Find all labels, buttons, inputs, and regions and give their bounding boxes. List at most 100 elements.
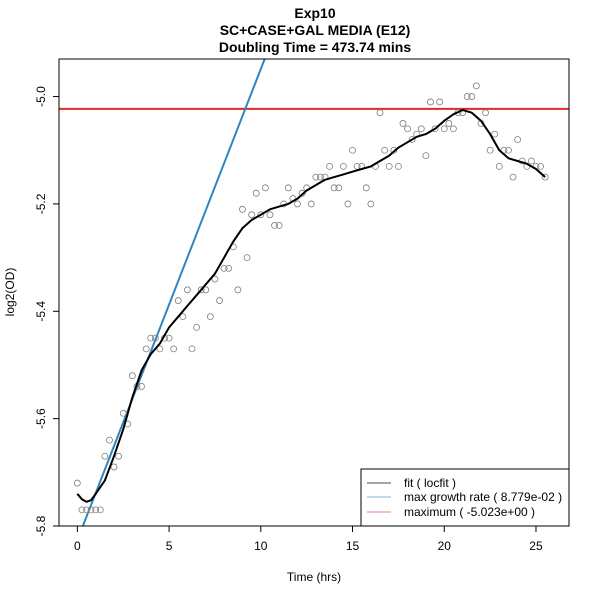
data-point xyxy=(225,264,233,272)
data-point xyxy=(404,125,411,133)
data-point xyxy=(431,125,439,133)
data-point xyxy=(165,334,173,342)
data-point xyxy=(147,334,155,342)
data-point xyxy=(422,152,430,160)
data-point xyxy=(367,200,375,208)
data-point xyxy=(408,136,416,143)
fit-curve xyxy=(76,109,546,503)
x-tick-label: 25 xyxy=(529,539,543,553)
data-point xyxy=(234,286,242,294)
data-point xyxy=(101,452,109,460)
data-point xyxy=(463,93,471,100)
data-point xyxy=(96,506,104,514)
y-axis: -5.8 -5.6 -5.4 -5.2 -5.0 xyxy=(34,86,59,536)
data-point xyxy=(427,98,434,106)
data-point xyxy=(417,125,425,133)
data-point xyxy=(317,173,324,181)
data-point xyxy=(394,162,402,170)
x-tick-label: 10 xyxy=(254,539,268,553)
data-point xyxy=(514,136,522,143)
y-axis-label: log2(OD) xyxy=(3,268,17,317)
data-point xyxy=(110,463,118,471)
data-point xyxy=(188,345,196,353)
x-axis-label: Time (hrs) xyxy=(287,570,341,584)
data-point xyxy=(312,173,320,181)
chart-subtitle: SC+CASE+GAL MEDIA (E12) xyxy=(220,22,411,38)
x-tick-label: 15 xyxy=(346,539,360,553)
data-point xyxy=(541,173,549,181)
data-point xyxy=(243,254,251,262)
data-point xyxy=(339,162,347,170)
data-point xyxy=(266,211,274,219)
y-tick-label: -5.8 xyxy=(34,515,48,536)
y-tick-label: -5.0 xyxy=(34,86,48,107)
legend-box xyxy=(360,468,570,527)
y-tick-label: -5.6 xyxy=(34,408,48,429)
data-point xyxy=(211,275,219,283)
data-point xyxy=(491,130,499,138)
data-point xyxy=(294,200,301,208)
data-point xyxy=(119,409,127,417)
data-point xyxy=(330,184,338,192)
data-point xyxy=(468,93,476,100)
x-tick-label: 20 xyxy=(438,539,452,553)
data-point xyxy=(197,286,205,294)
data-point xyxy=(505,146,512,154)
data-point xyxy=(87,506,95,514)
data-point xyxy=(106,436,113,444)
data-point xyxy=(326,162,333,170)
data-point xyxy=(509,173,517,181)
data-point xyxy=(436,98,444,106)
chart-subtitle-doubling-time: Doubling Time = 473.74 mins xyxy=(219,39,412,55)
data-point xyxy=(248,211,256,219)
legend-label-fit: fit ( locfit ) xyxy=(404,476,456,490)
data-point xyxy=(252,189,260,197)
data-point xyxy=(284,184,292,192)
data-point xyxy=(537,162,544,170)
data-point xyxy=(261,184,269,192)
x-axis: 0 5 10 15 20 25 xyxy=(74,526,543,553)
data-point xyxy=(482,109,489,117)
data-point xyxy=(527,157,535,165)
data-point xyxy=(193,323,200,331)
data-point xyxy=(83,506,90,514)
data-point xyxy=(362,184,370,192)
data-point xyxy=(128,372,136,380)
legend-label-growth: max growth rate ( 8.779e-02 ) xyxy=(404,490,562,504)
data-point xyxy=(115,452,123,460)
data-point xyxy=(307,200,315,208)
y-tick-label: -5.4 xyxy=(34,301,48,322)
data-point xyxy=(335,184,343,192)
x-tick-label: 0 xyxy=(74,539,81,553)
data-point xyxy=(440,125,448,133)
data-point xyxy=(445,120,453,127)
data-point xyxy=(450,125,457,133)
data-point xyxy=(174,297,182,304)
data-point xyxy=(78,506,86,514)
data-point xyxy=(202,286,210,294)
data-point xyxy=(472,82,480,90)
chart-title: Exp10 xyxy=(294,5,335,21)
x-tick-label: 5 xyxy=(166,539,173,553)
data-point xyxy=(156,345,164,353)
data-point xyxy=(344,200,352,208)
data-point xyxy=(184,286,191,294)
data-point xyxy=(151,334,159,342)
data-point xyxy=(399,120,407,127)
legend: fit ( locfit ) max growth rate ( 8.779e-… xyxy=(360,468,570,527)
data-point xyxy=(179,313,187,321)
data-point xyxy=(495,162,503,170)
data-point xyxy=(92,506,100,514)
data-point xyxy=(216,297,223,304)
data-point xyxy=(486,146,494,154)
data-point xyxy=(381,146,389,154)
data-point xyxy=(271,222,278,229)
y-tick-label: -5.2 xyxy=(34,193,48,214)
plot-frame xyxy=(58,58,570,527)
data-point xyxy=(349,146,356,154)
data-point xyxy=(138,383,145,390)
data-point xyxy=(142,345,150,353)
data-point xyxy=(275,222,283,229)
plot-area xyxy=(59,59,569,526)
